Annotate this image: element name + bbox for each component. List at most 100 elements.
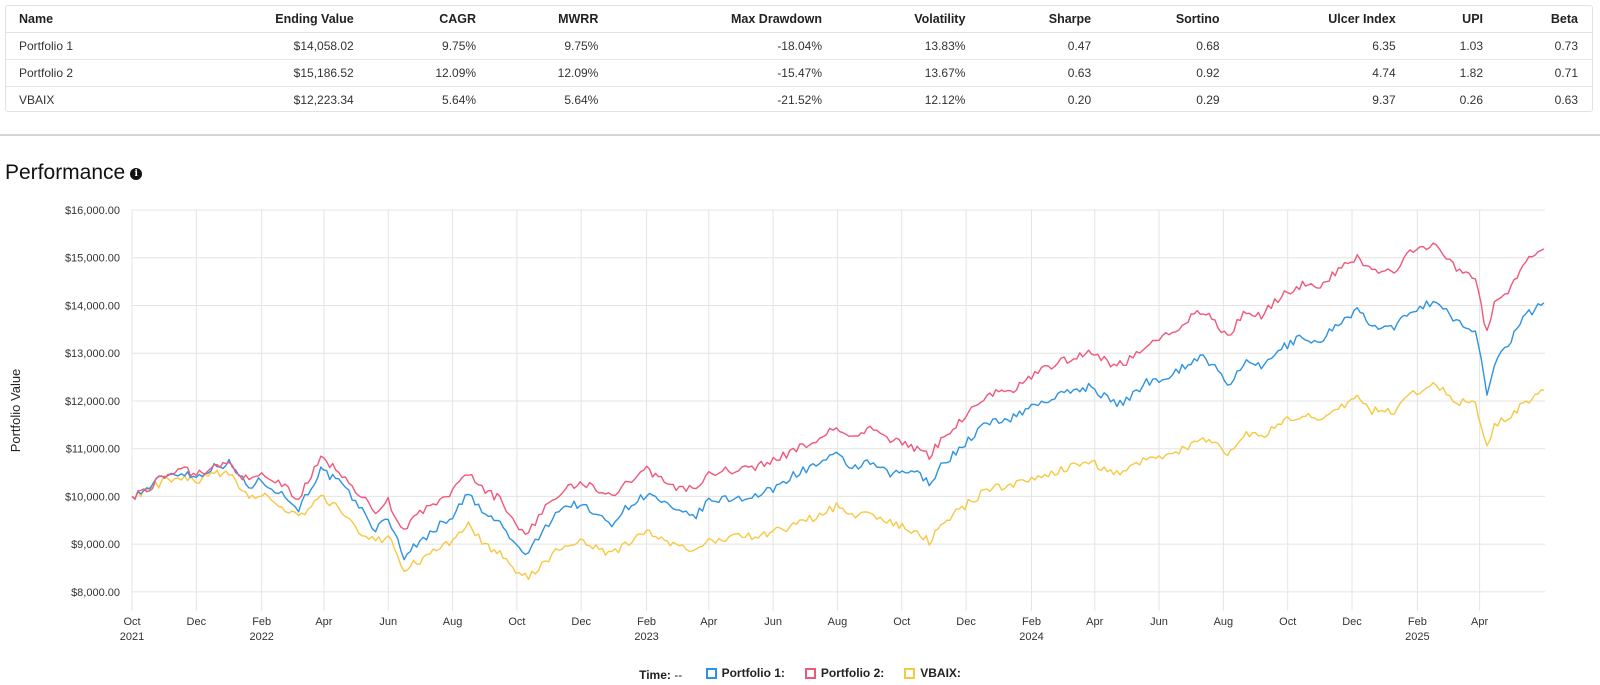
column-header-max-drawdown[interactable]: Max Drawdown (612, 6, 837, 33)
table-cell: 0.63 (1554, 93, 1578, 107)
y-tick-label: $11,000.00 (66, 444, 120, 456)
x-tick-label: Aug (443, 616, 463, 628)
x-tick-label: Oct (1279, 616, 1296, 628)
table-cell: VBAIX (19, 93, 55, 107)
legend-item-vbaix[interactable]: VBAIX: (904, 666, 961, 680)
y-tick-label: $16,000.00 (65, 205, 120, 217)
column-header-ulcer-index[interactable]: Ulcer Index (1233, 6, 1410, 33)
column-header-cagr[interactable]: CAGR (367, 6, 491, 33)
table-cell: 12.09% (490, 59, 613, 87)
table-cell: 4.74 (1233, 59, 1410, 87)
table-cell: 0.63 (979, 59, 1106, 87)
column-header-mwrr[interactable]: MWRR (490, 6, 613, 33)
table-cell: 5.64% (564, 93, 599, 107)
x-tick-label: Aug (828, 616, 848, 628)
legend-label: Portfolio 1: (721, 666, 785, 680)
column-header-name[interactable]: Name (6, 6, 170, 33)
x-tick-label: Jun (379, 616, 397, 628)
series-line-vbaix[interactable] (131, 382, 1544, 581)
x-tick-label: Feb (637, 616, 656, 628)
x-tick-label: Dec (1342, 616, 1362, 628)
table-cell: $15,186.52 (169, 59, 368, 87)
table-cell: -21.52% (777, 93, 823, 107)
table-cell: 0.73 (1497, 32, 1592, 60)
x-tick-label: Apr (1471, 616, 1488, 628)
table-cell: 6.35 (1233, 32, 1410, 60)
x-tick-label: Dec (571, 616, 591, 628)
table-cell: 9.75% (367, 32, 491, 60)
x-tick-label: Apr (315, 616, 332, 628)
x-tick-label: Jun (1150, 616, 1168, 628)
y-tick-label: $12,000.00 (65, 396, 120, 408)
table-cell: -18.04% (612, 32, 837, 60)
table-cell: -15.47% (612, 59, 837, 87)
table-header-row: Name Ending Value CAGR MWRR Max Drawdown Vola… (6, 6, 1592, 33)
legend-item-portfolio-1[interactable]: Portfolio 1: (705, 666, 785, 680)
info-icon[interactable]: i (130, 167, 143, 180)
legend-item-portfolio-2[interactable]: Portfolio 2: (804, 666, 885, 680)
table-cell: 9.75% (490, 32, 613, 60)
y-tick-label: $9,000.00 (71, 539, 120, 551)
table-cell: 5.64% (442, 93, 477, 107)
table-cell: 0.71 (1497, 59, 1592, 87)
x-tick-label: Jun (764, 616, 782, 628)
x-tick-year-label: 2025 (1405, 631, 1429, 643)
y-tick-label: $10,000.00 (65, 491, 120, 503)
x-tick-label: Oct (508, 616, 525, 628)
table-cell: 9.37 (1372, 93, 1396, 107)
table-cell: 12.12% (924, 93, 966, 107)
x-tick-year-label: 2023 (634, 631, 658, 643)
column-header-upi[interactable]: UPI (1409, 6, 1498, 33)
series-line-portfolio-2[interactable] (131, 242, 1545, 535)
table-cell: Portfolio 1 (6, 32, 170, 60)
y-axis-label: Portfolio Value (8, 369, 23, 453)
y-tick-label: $15,000.00 (65, 253, 120, 265)
x-tick-label: Dec (187, 616, 207, 628)
y-tick-label: $8,000.00 (71, 587, 120, 599)
section-heading: Performance i (5, 161, 143, 185)
x-tick-label: Feb (252, 616, 271, 628)
table-cell: 0.26 (1459, 93, 1484, 107)
legend-swatch (804, 667, 816, 679)
statistics-table: Name Ending Value CAGR MWRR Max Drawdown Vola… (6, 6, 1592, 112)
x-tick-label: Feb (1022, 616, 1041, 628)
x-tick-year-label: 2024 (1019, 631, 1043, 643)
x-tick-label: Apr (1086, 616, 1103, 628)
column-header-ending-value[interactable]: Ending Value (169, 6, 368, 33)
table-cell: 0.68 (1105, 32, 1234, 60)
x-tick-label: Dec (956, 616, 976, 628)
legend-label: Portfolio 2: (820, 666, 885, 680)
section-title: Performance (5, 161, 126, 184)
table-cell: 0.92 (1105, 59, 1234, 87)
column-header-sortino[interactable]: Sortino (1105, 6, 1234, 33)
table-body: Portfolio 1 $14,058.02 9.75% 9.75% -18.04% 13… (6, 32, 1592, 112)
series-line-portfolio-1[interactable] (131, 300, 1545, 561)
x-tick-label: Oct (123, 616, 140, 628)
table-cell: 13.83% (836, 32, 980, 60)
table-cell: 0.47 (979, 32, 1106, 60)
y-tick-label: $13,000.00 (65, 348, 120, 360)
x-tick-label: Oct (893, 616, 910, 628)
performance-chart: $8,000.00 $9,000.00 $10,000.00 $11,000.00 $1… (8, 205, 1545, 643)
x-tick-label: Feb (1408, 616, 1427, 628)
section-divider (0, 134, 1600, 136)
column-header-sharpe[interactable]: Sharpe (979, 6, 1106, 33)
table-cell: 13.67% (836, 59, 980, 87)
statistics-table-container: Name Ending Value CAGR MWRR Max Drawdown Vola… (5, 5, 1593, 112)
column-header-beta[interactable]: Beta (1497, 6, 1592, 33)
table-row: VBAIX $12,223.34 5.64% 5.64% -21.52% 12.12% 0.… (6, 87, 1592, 112)
table-cell: 1.03 (1409, 32, 1498, 60)
x-tick-year-label: 2021 (120, 631, 144, 643)
table-cell: 1.82 (1409, 59, 1498, 87)
legend-time-value: -- (674, 667, 683, 682)
chart-legend: Time: -- Portfolio 1: Portfolio 2: VBAIX: (0, 666, 1600, 682)
legend-swatch (705, 667, 717, 679)
table-cell: $14,058.02 (169, 32, 368, 60)
y-tick-label: $14,000.00 (65, 300, 120, 312)
table-row: Portfolio 2 $15,186.52 12.09% 12.09% -15.47%… (6, 59, 1592, 87)
table-row: Portfolio 1 $14,058.02 9.75% 9.75% -18.04% 13… (6, 32, 1592, 60)
legend-swatch (904, 667, 916, 679)
legend-label: VBAIX: (920, 666, 961, 680)
x-tick-label: Apr (700, 616, 717, 628)
column-header-volatility[interactable]: Volatility (836, 6, 980, 33)
